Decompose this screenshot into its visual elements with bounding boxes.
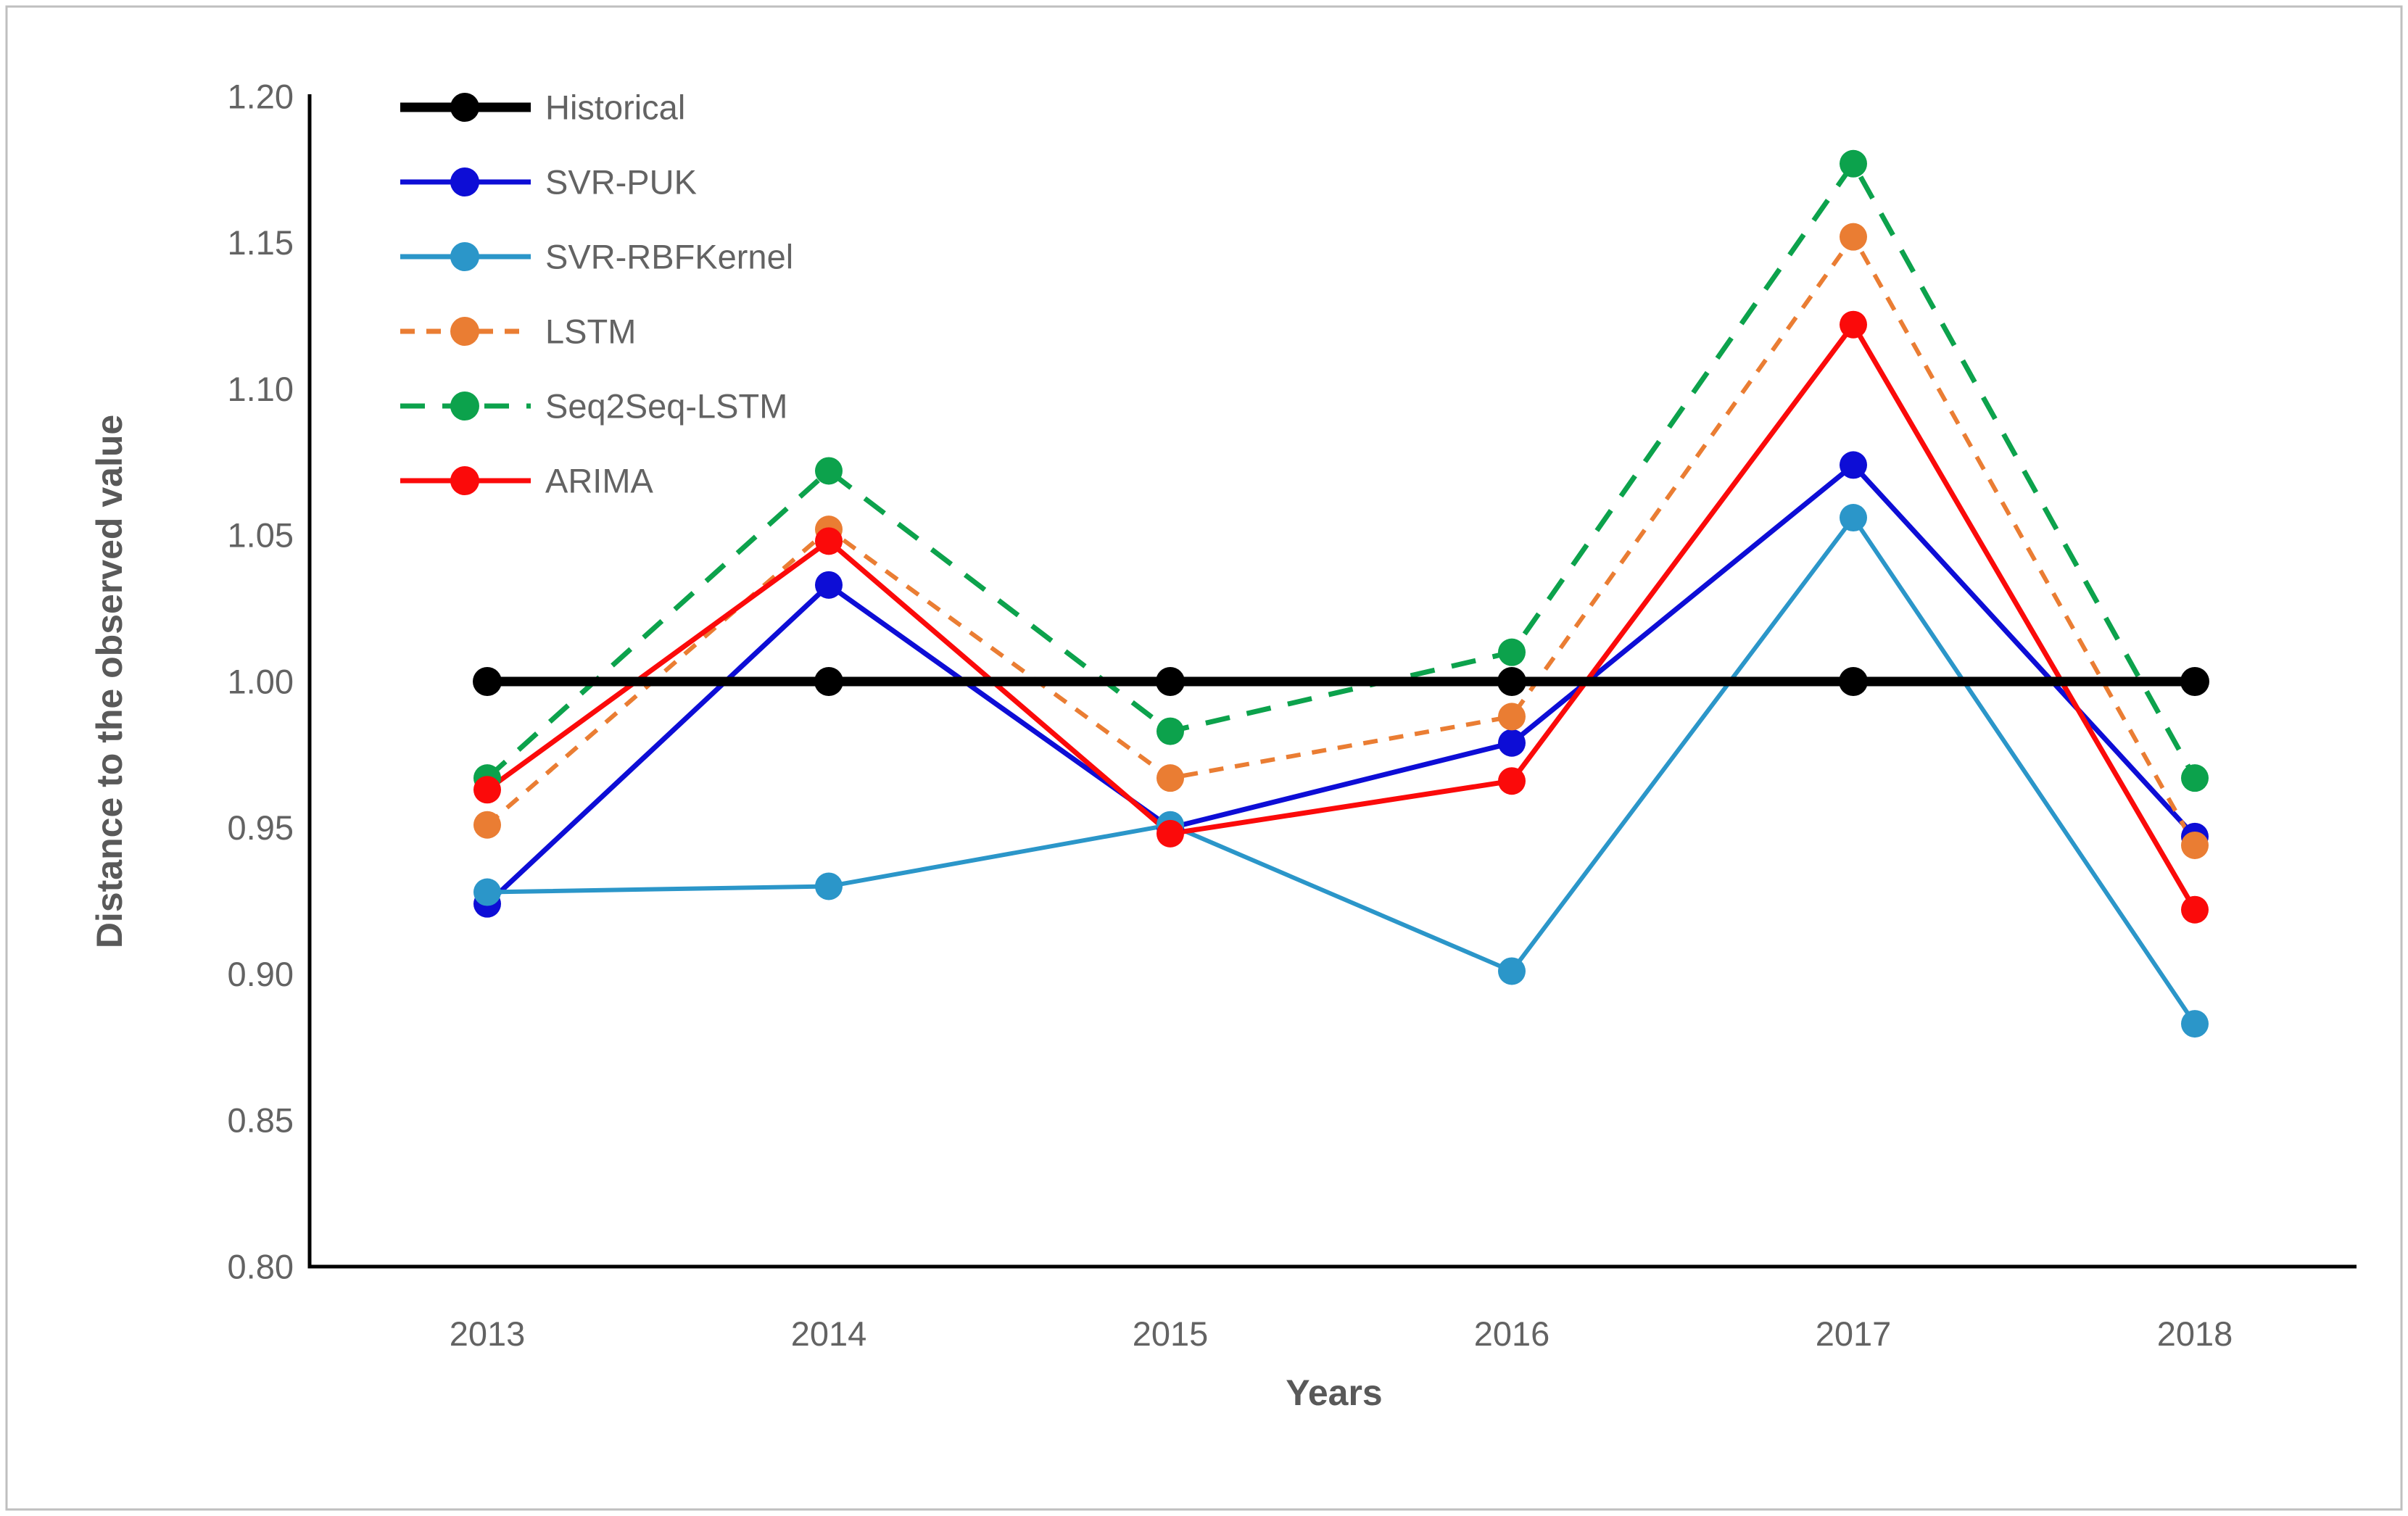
marker-lstm-2013 bbox=[473, 811, 501, 839]
legend-item-arima: ARIMA bbox=[400, 461, 654, 500]
legend-swatch-marker bbox=[450, 242, 479, 271]
legend-swatch-marker bbox=[450, 167, 479, 196]
y-tick-label: 0.90 bbox=[228, 955, 294, 993]
series-line-svr-puk bbox=[485, 462, 2197, 906]
marker-arima-2018 bbox=[2181, 895, 2209, 924]
legend-swatch-marker bbox=[450, 392, 479, 421]
x-tick-label: 2015 bbox=[1133, 1314, 1209, 1353]
marker-svr-rbfkernel-2014 bbox=[815, 872, 843, 900]
x-tick-label: 2013 bbox=[450, 1314, 526, 1353]
legend-label: LSTM bbox=[545, 312, 636, 350]
y-tick-label: 1.15 bbox=[228, 223, 294, 262]
y-axis-title: Distance to the observed value bbox=[89, 415, 130, 948]
marker-seq2seq-lstm-2015 bbox=[1157, 717, 1184, 745]
legend-swatch-marker bbox=[450, 317, 479, 346]
x-tick-label: 2018 bbox=[2157, 1314, 2233, 1353]
marker-arima-2015 bbox=[1157, 819, 1184, 848]
marker-lstm-2017 bbox=[1840, 223, 1867, 251]
legend-item-historical: Historical bbox=[400, 88, 685, 126]
legend-item-svr-rbfkernel: SVR-RBFKernel bbox=[400, 237, 793, 276]
legend-item-svr-puk: SVR-PUK bbox=[400, 162, 697, 201]
legend-item-seq2seq-lstm: Seq2Seq-LSTM bbox=[400, 386, 787, 425]
series-line-seq2seq-lstm bbox=[485, 161, 2198, 780]
legend-label: Historical bbox=[545, 88, 685, 126]
marker-seq2seq-lstm-2016 bbox=[1498, 638, 1526, 666]
marker-seq2seq-lstm-2018 bbox=[2181, 764, 2209, 792]
marker-lstm-2015 bbox=[1157, 764, 1184, 792]
legend-label: SVR-PUK bbox=[545, 162, 697, 201]
marker-arima-2017 bbox=[1840, 310, 1867, 339]
x-tick-label: 2017 bbox=[1816, 1314, 1892, 1353]
marker-historical-2018 bbox=[2180, 667, 2209, 696]
marker-svr-rbfkernel-2017 bbox=[1840, 504, 1867, 532]
marker-historical-2015 bbox=[1156, 667, 1185, 696]
x-tick-label: 2016 bbox=[1474, 1314, 1550, 1353]
series-line-svr-rbfkernel bbox=[487, 515, 2197, 1025]
marker-historical-2014 bbox=[814, 667, 843, 696]
y-tick-label: 1.05 bbox=[228, 516, 294, 555]
legend-label: SVR-RBFKernel bbox=[545, 237, 793, 276]
legend-swatch-marker bbox=[450, 466, 479, 495]
marker-historical-2017 bbox=[1839, 667, 1868, 696]
marker-lstm-2018 bbox=[2181, 831, 2209, 859]
marker-svr-puk-2016 bbox=[1498, 729, 1526, 757]
y-tick-label: 1.00 bbox=[228, 662, 294, 700]
series-line-arima bbox=[485, 322, 2198, 911]
legend-label: ARIMA bbox=[545, 461, 654, 500]
legend-label: Seq2Seq-LSTM bbox=[545, 386, 787, 425]
y-tick-label: 0.85 bbox=[228, 1101, 294, 1140]
legend-swatch-marker bbox=[450, 93, 479, 122]
y-tick-label: 0.95 bbox=[228, 808, 294, 847]
axis-lines bbox=[307, 94, 2357, 1269]
marker-svr-rbfkernel-2016 bbox=[1498, 957, 1526, 985]
figure-border bbox=[5, 5, 2403, 1511]
marker-svr-rbfkernel-2018 bbox=[2181, 1010, 2209, 1038]
series-line-lstm bbox=[486, 234, 2197, 847]
marker-svr-rbfkernel-2013 bbox=[473, 878, 501, 906]
marker-historical-2016 bbox=[1497, 667, 1526, 696]
x-axis-title: Years bbox=[1286, 1372, 1382, 1413]
y-tick-label: 0.80 bbox=[228, 1247, 294, 1285]
x-tick-label: 2014 bbox=[791, 1314, 867, 1353]
marker-lstm-2016 bbox=[1498, 703, 1526, 731]
marker-seq2seq-lstm-2014 bbox=[815, 457, 843, 485]
marker-svr-puk-2017 bbox=[1840, 451, 1867, 479]
marker-arima-2016 bbox=[1498, 767, 1526, 795]
marker-seq2seq-lstm-2017 bbox=[1840, 149, 1867, 178]
marker-svr-puk-2014 bbox=[815, 571, 843, 599]
marker-arima-2014 bbox=[815, 527, 843, 555]
legend-item-lstm: LSTM bbox=[400, 312, 636, 350]
y-tick-label: 1.10 bbox=[228, 370, 294, 408]
marker-arima-2013 bbox=[473, 776, 501, 804]
y-tick-label: 1.20 bbox=[228, 77, 294, 115]
marker-historical-2013 bbox=[473, 667, 502, 696]
